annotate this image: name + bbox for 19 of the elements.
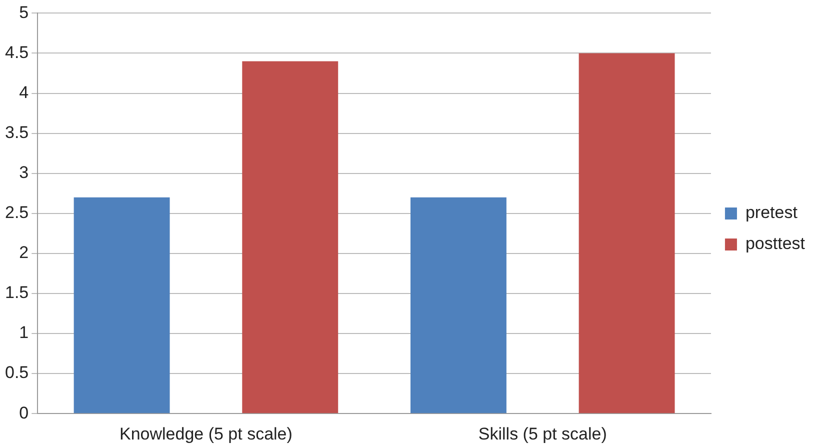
y-tick-label: 3 bbox=[19, 163, 29, 182]
bar bbox=[578, 53, 675, 414]
legend-label: posttest bbox=[745, 234, 806, 254]
x-tick-label: Knowledge (5 pt scale) bbox=[119, 424, 292, 444]
y-tick-label: 3.5 bbox=[4, 123, 29, 142]
y-tick-label: 0.5 bbox=[4, 363, 29, 382]
y-tick-label: 1.5 bbox=[4, 283, 29, 302]
y-tick-label: 4.5 bbox=[4, 42, 29, 62]
legend-label: pretest bbox=[745, 203, 798, 222]
y-tick-label: 0 bbox=[19, 403, 29, 422]
y-tick-label: 5 bbox=[19, 2, 29, 22]
bar bbox=[242, 61, 338, 414]
y-tick-label: 2 bbox=[19, 243, 29, 262]
x-tick-label: Skills (5 pt scale) bbox=[478, 424, 607, 444]
bar bbox=[410, 197, 506, 414]
y-tick-label: 4 bbox=[19, 82, 29, 102]
bar bbox=[74, 197, 170, 414]
y-tick-label: 1 bbox=[19, 323, 29, 342]
y-tick-label: 2.5 bbox=[4, 203, 29, 222]
